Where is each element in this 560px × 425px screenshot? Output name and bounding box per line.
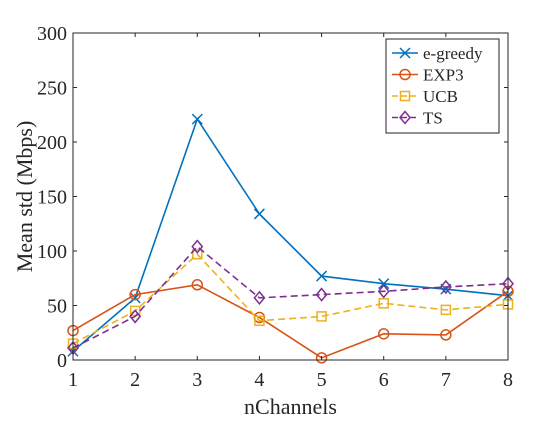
data-point: [191, 113, 203, 125]
data-point: [315, 352, 328, 364]
x-tick-label: 8: [503, 369, 513, 391]
series-line: [72, 253, 509, 345]
series-e-greedy: [67, 113, 514, 357]
data-point: [253, 290, 266, 306]
legend-marker: [399, 47, 411, 59]
y-tick-label: 150: [37, 187, 67, 209]
legend-label: EXP3: [423, 66, 464, 85]
series-layer: [67, 113, 514, 364]
legend-marker: [399, 110, 411, 125]
series-line: [72, 117, 509, 352]
data-point: [129, 288, 141, 301]
legend-label: TS: [423, 109, 443, 128]
legend-marker: [399, 68, 411, 81]
x-tick-label: 3: [192, 369, 202, 391]
data-point: [378, 298, 389, 309]
y-tick-label: 200: [37, 132, 67, 154]
data-point: [191, 279, 204, 291]
data-point: [440, 304, 452, 316]
data-point: [254, 315, 265, 327]
legend-marker: [399, 90, 411, 102]
y-axis-label: Mean std (Mbps): [12, 121, 37, 273]
data-point: [378, 278, 390, 290]
y-tick-label: 0: [57, 350, 67, 372]
data-point: [439, 279, 452, 295]
series-line: [72, 245, 509, 349]
x-tick-label: 7: [441, 369, 451, 391]
data-point: [316, 270, 328, 282]
y-tick-label: 100: [37, 241, 67, 263]
x-axis-label: nChannels: [244, 394, 337, 419]
data-point: [129, 309, 142, 324]
legend-label: e-greedy: [423, 44, 483, 63]
data-point: [440, 329, 452, 341]
data-point: [315, 287, 328, 302]
series-line: [72, 283, 509, 359]
legend: e-greedy EXP3 UCB TS: [385, 38, 500, 134]
y-tick-label: 300: [37, 23, 67, 45]
x-tick-label: 6: [379, 369, 389, 391]
data-point: [377, 284, 390, 299]
x-tick-label: 2: [130, 369, 140, 391]
data-point: [253, 208, 265, 220]
x-axis: 1 2 3 4 5 6 7 8: [68, 33, 513, 391]
x-tick-label: 5: [317, 369, 327, 391]
legend-label: UCB: [423, 87, 458, 106]
x-tick-label: 1: [68, 369, 78, 391]
series-UCB: [67, 249, 514, 349]
y-tick-label: 50: [47, 296, 67, 318]
y-axis: 0 50 100 150 200 250 300: [37, 23, 508, 372]
y-tick-label: 250: [37, 78, 67, 100]
data-point: [192, 249, 203, 260]
data-point: [191, 239, 204, 254]
series-TS: [67, 239, 514, 356]
data-point: [316, 311, 327, 322]
x-tick-label: 4: [254, 369, 264, 391]
data-point: [377, 328, 390, 340]
